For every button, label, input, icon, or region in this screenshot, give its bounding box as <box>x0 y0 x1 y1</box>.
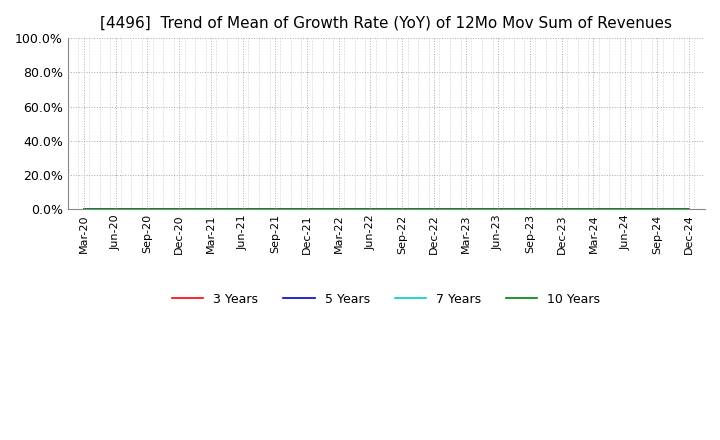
10 Years <box>462 207 470 212</box>
3 Years <box>111 207 120 212</box>
7 Years <box>366 207 374 212</box>
Title: [4496]  Trend of Mean of Growth Rate (YoY) of 12Mo Mov Sum of Revenues: [4496] Trend of Mean of Growth Rate (YoY… <box>100 15 672 30</box>
5 Years <box>557 207 566 212</box>
7 Years <box>79 207 88 212</box>
10 Years <box>685 207 693 212</box>
5 Years <box>494 207 503 212</box>
5 Years <box>589 207 598 212</box>
3 Years <box>685 207 693 212</box>
5 Years <box>271 207 279 212</box>
3 Years <box>430 207 438 212</box>
10 Years <box>175 207 184 212</box>
7 Years <box>111 207 120 212</box>
5 Years <box>207 207 215 212</box>
10 Years <box>207 207 215 212</box>
Legend: 3 Years, 5 Years, 7 Years, 10 Years: 3 Years, 5 Years, 7 Years, 10 Years <box>167 288 606 311</box>
7 Years <box>143 207 152 212</box>
5 Years <box>366 207 374 212</box>
5 Years <box>143 207 152 212</box>
10 Years <box>430 207 438 212</box>
3 Years <box>207 207 215 212</box>
7 Years <box>621 207 630 212</box>
10 Years <box>621 207 630 212</box>
7 Years <box>685 207 693 212</box>
3 Years <box>271 207 279 212</box>
10 Years <box>302 207 311 212</box>
5 Years <box>430 207 438 212</box>
3 Years <box>238 207 247 212</box>
5 Years <box>238 207 247 212</box>
10 Years <box>526 207 534 212</box>
5 Years <box>462 207 470 212</box>
5 Years <box>334 207 343 212</box>
7 Years <box>430 207 438 212</box>
5 Years <box>79 207 88 212</box>
10 Years <box>398 207 407 212</box>
10 Years <box>271 207 279 212</box>
7 Years <box>398 207 407 212</box>
7 Years <box>589 207 598 212</box>
7 Years <box>175 207 184 212</box>
3 Years <box>398 207 407 212</box>
10 Years <box>494 207 503 212</box>
10 Years <box>589 207 598 212</box>
5 Years <box>175 207 184 212</box>
3 Years <box>462 207 470 212</box>
10 Years <box>111 207 120 212</box>
7 Years <box>494 207 503 212</box>
7 Years <box>526 207 534 212</box>
3 Years <box>79 207 88 212</box>
10 Years <box>653 207 662 212</box>
3 Years <box>494 207 503 212</box>
3 Years <box>526 207 534 212</box>
10 Years <box>334 207 343 212</box>
5 Years <box>685 207 693 212</box>
5 Years <box>398 207 407 212</box>
10 Years <box>366 207 374 212</box>
7 Years <box>238 207 247 212</box>
3 Years <box>302 207 311 212</box>
7 Years <box>334 207 343 212</box>
5 Years <box>111 207 120 212</box>
7 Years <box>271 207 279 212</box>
3 Years <box>621 207 630 212</box>
5 Years <box>526 207 534 212</box>
3 Years <box>143 207 152 212</box>
3 Years <box>366 207 374 212</box>
3 Years <box>175 207 184 212</box>
10 Years <box>238 207 247 212</box>
10 Years <box>557 207 566 212</box>
3 Years <box>334 207 343 212</box>
7 Years <box>302 207 311 212</box>
5 Years <box>653 207 662 212</box>
7 Years <box>557 207 566 212</box>
10 Years <box>79 207 88 212</box>
5 Years <box>621 207 630 212</box>
7 Years <box>207 207 215 212</box>
3 Years <box>653 207 662 212</box>
7 Years <box>462 207 470 212</box>
3 Years <box>557 207 566 212</box>
5 Years <box>302 207 311 212</box>
3 Years <box>589 207 598 212</box>
7 Years <box>653 207 662 212</box>
10 Years <box>143 207 152 212</box>
